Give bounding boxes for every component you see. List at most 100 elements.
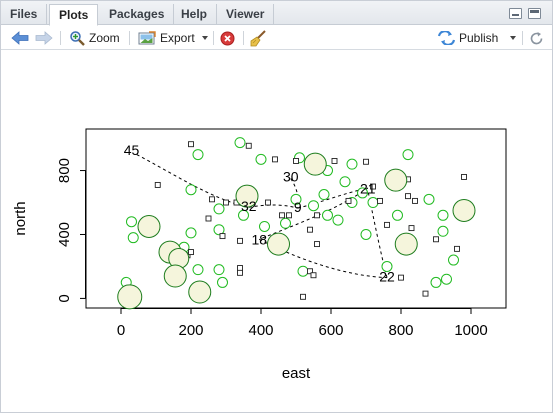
data-point-square — [307, 268, 313, 275]
data-point-square — [223, 199, 229, 206]
publish-label: Publish — [459, 31, 499, 45]
tab-packages[interactable]: Packages — [100, 4, 175, 25]
data-point-circle — [437, 225, 449, 237]
publish-button[interactable]: Publish — [438, 29, 517, 47]
data-point-square — [237, 237, 243, 244]
data-point-circle — [213, 203, 225, 215]
data-point-square — [188, 141, 194, 148]
point-label: 30 — [283, 168, 299, 184]
point-label: 18 — [251, 232, 267, 248]
data-point-square — [398, 274, 404, 281]
data-point-circle — [322, 209, 333, 221]
data-point-square — [345, 197, 352, 204]
data-point-square — [377, 197, 383, 204]
data-point-square — [245, 142, 252, 149]
data-point-circle — [448, 254, 459, 266]
data-point-square — [412, 197, 418, 204]
tab-viewer[interactable]: Viewer — [217, 4, 275, 25]
trajectory-curve — [259, 187, 369, 240]
data-point-square — [422, 290, 429, 297]
data-point-square — [237, 265, 243, 271]
data-point-circle — [192, 149, 204, 161]
data-point-circle — [308, 200, 319, 212]
data-point-circle — [346, 158, 358, 170]
data-point-square — [408, 225, 415, 232]
data-point-circle — [213, 224, 225, 236]
data-point-square — [363, 158, 369, 165]
toolbar-separator — [213, 31, 214, 45]
export-button[interactable]: Export — [138, 29, 208, 47]
data-point-big-circle — [163, 264, 187, 288]
x-axis-label: east — [282, 365, 311, 382]
y-tick-label: 400 — [56, 222, 73, 247]
data-point-big-circle — [384, 168, 408, 192]
toolbar-separator — [60, 31, 61, 45]
data-point-circle — [126, 216, 137, 228]
remove-plot-icon — [220, 31, 235, 45]
data-point-square — [154, 181, 161, 188]
back-arrow-icon[interactable] — [11, 29, 29, 47]
data-point-big-circle — [394, 232, 418, 256]
data-point-big-circle — [267, 232, 290, 256]
data-point-circle — [280, 217, 291, 229]
data-point-square — [370, 183, 376, 190]
data-point-circle — [255, 153, 267, 165]
x-tick-label: 600 — [318, 322, 343, 339]
data-point-circle — [238, 209, 249, 221]
data-point-circle — [360, 228, 372, 240]
tab-help[interactable]: Help — [172, 4, 218, 25]
zoom-icon — [70, 31, 85, 46]
data-point-circle — [290, 193, 302, 205]
refresh-button[interactable] — [529, 29, 544, 47]
data-point-circle — [441, 273, 452, 285]
tab-bar: Files Plots Packages Help Viewer — [1, 1, 552, 26]
data-point-square — [310, 272, 317, 279]
tab-files[interactable]: Files — [1, 4, 48, 25]
plot-area: 0 200 400 600 800 1000 0 400 800 east north 45 32 30 9… — [1, 51, 552, 412]
toolbar-separator — [243, 31, 244, 45]
remove-plot-button[interactable] — [220, 29, 235, 47]
data-point-circle — [339, 176, 351, 188]
tab-plots[interactable]: Plots — [49, 4, 99, 26]
data-point-circle — [381, 260, 393, 272]
clear-all-button[interactable] — [250, 29, 267, 47]
zoom-button[interactable]: Zoom — [69, 29, 120, 47]
export-image-icon — [138, 30, 156, 44]
data-point-square — [405, 193, 411, 200]
x-tick-label: 800 — [388, 322, 413, 339]
point-label: 21 — [360, 180, 376, 196]
x-tick-label: 1000 — [454, 322, 487, 339]
y-tick-label: 800 — [56, 158, 73, 183]
chevron-down-icon — [510, 36, 517, 40]
point-label: 9 — [294, 199, 302, 215]
broom-icon — [250, 29, 266, 46]
data-point-circle — [234, 137, 246, 149]
data-point-square — [272, 156, 278, 163]
trajectory-curve — [290, 178, 299, 209]
data-point-big-circle — [452, 199, 476, 223]
data-point-circle — [185, 184, 197, 196]
maximize-pane-button[interactable] — [528, 8, 541, 19]
data-point-square — [433, 236, 439, 243]
data-point-square — [314, 241, 320, 248]
minimize-pane-button[interactable] — [509, 8, 522, 19]
y-axis-label: north — [12, 201, 29, 235]
zoom-label: Zoom — [89, 31, 120, 45]
plot-toolbar: Zoom Export Publish — [1, 26, 552, 50]
chevron-down-icon — [201, 36, 208, 40]
point-label: 22 — [379, 268, 395, 284]
x-tick-label: 400 — [248, 322, 273, 339]
data-point-circle — [318, 189, 330, 201]
data-point-square — [279, 212, 285, 219]
data-point-square — [209, 196, 215, 203]
export-label: Export — [160, 31, 195, 45]
data-point-square — [237, 269, 243, 276]
data-point-circle — [259, 220, 270, 232]
point-label: 32 — [241, 198, 257, 214]
scatter-plot: 0 200 400 600 800 1000 0 400 800 east north 45 32 30 9… — [12, 128, 507, 382]
data-point-big-circle — [303, 152, 327, 176]
forward-arrow-icon[interactable] — [35, 29, 53, 47]
refresh-icon — [530, 31, 543, 44]
x-tick-label: 200 — [178, 322, 203, 339]
